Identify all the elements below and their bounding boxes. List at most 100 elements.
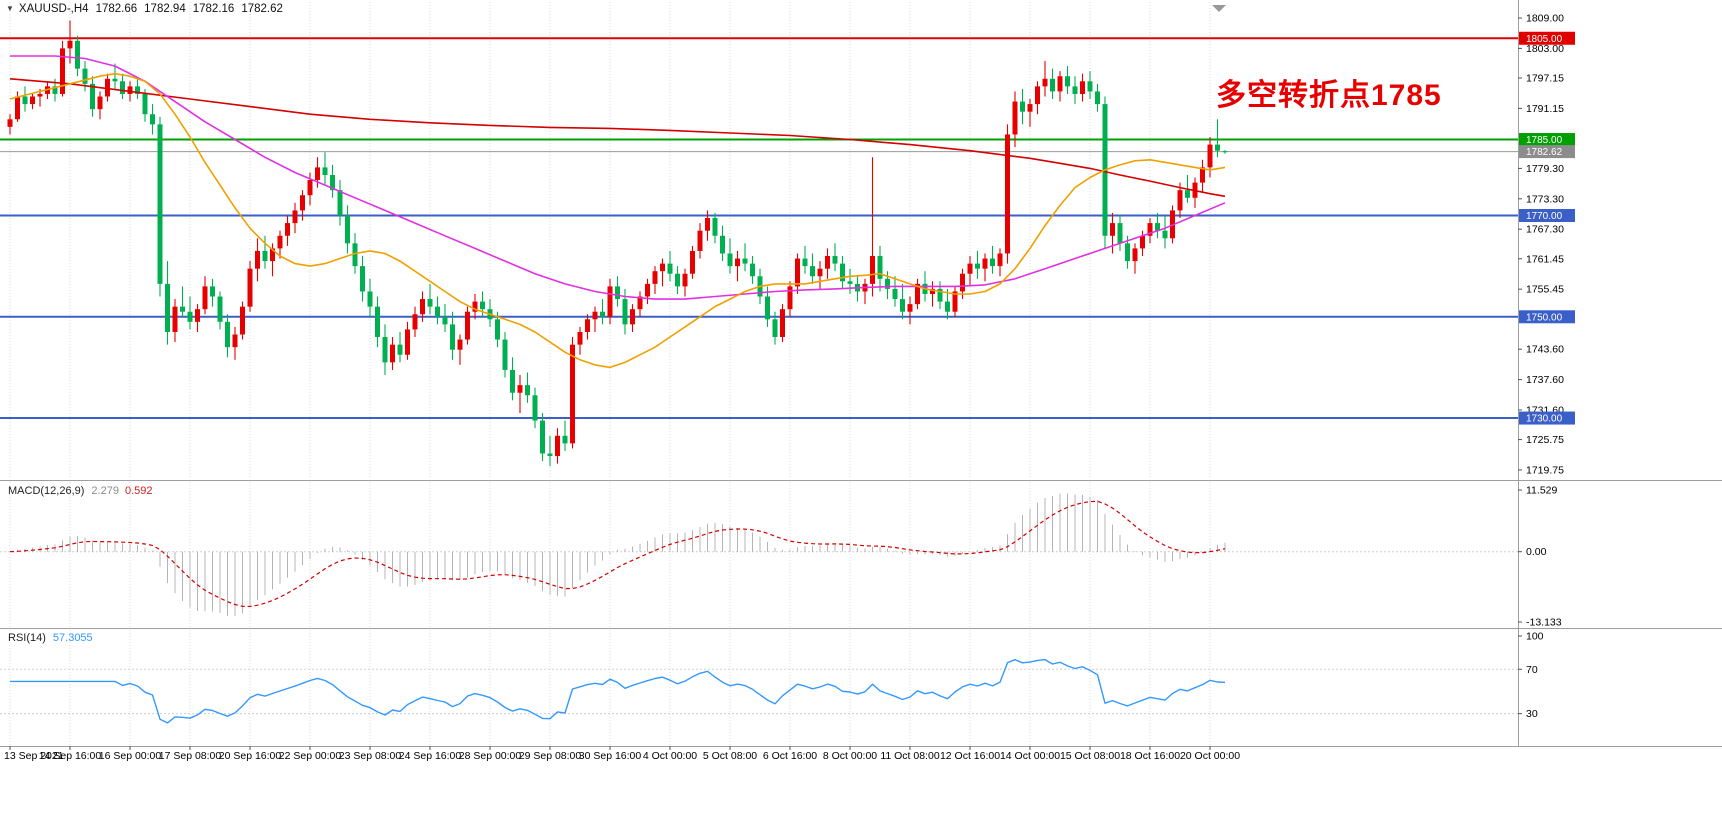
candle-body <box>1132 248 1138 262</box>
price-tick-label: 1725.75 <box>1526 434 1564 446</box>
price-line-tag <box>1519 208 1575 222</box>
candle-body <box>345 215 350 244</box>
candle-body <box>375 306 380 338</box>
candle-body <box>307 180 313 196</box>
candle-body <box>225 321 230 348</box>
price-tick-label: 1767.30 <box>1526 224 1564 236</box>
candle-body <box>832 256 838 264</box>
candle-body <box>127 86 133 94</box>
chart-shift-marker[interactable] <box>1212 5 1226 12</box>
time-axis-label: 14 Sep 16:00 <box>39 750 102 762</box>
candle-body <box>202 286 208 310</box>
candle-body <box>420 299 425 315</box>
price-tick-label: 1797.15 <box>1526 73 1564 85</box>
candle-body <box>555 435 560 457</box>
candle-body <box>1065 76 1070 87</box>
time-axis-label: 20 Sep 16:00 <box>219 750 282 762</box>
candle-body <box>180 306 185 312</box>
candle-body <box>930 288 935 294</box>
rsi-line <box>10 658 1226 724</box>
rsi-indicator-name: RSI(14) <box>8 632 46 644</box>
candle-body <box>547 453 553 457</box>
price-tick-label: 1755.45 <box>1526 284 1564 296</box>
candle-body <box>135 86 140 94</box>
candle-body <box>652 271 658 284</box>
time-axis-label: 30 Sep 16:00 <box>579 750 642 762</box>
candle-body <box>682 273 688 287</box>
candle-body <box>532 395 538 421</box>
price-line-tag <box>1519 145 1575 159</box>
candle-body <box>232 334 238 348</box>
candle-body <box>1162 230 1168 239</box>
symbol-dropdown-icon[interactable]: ▼ <box>6 4 14 13</box>
price-line-tag-label: 1805.00 <box>1526 34 1563 45</box>
price-line-tag-label: 1782.62 <box>1526 147 1563 158</box>
candle-body <box>825 256 830 269</box>
candle-body <box>817 268 823 277</box>
chart-ohlc-header: ▼ XAUUSD-,H4 1782.66 1782.94 1782.16 1782.62 <box>6 3 283 15</box>
candle-body <box>1072 86 1078 94</box>
candle-body <box>172 306 178 332</box>
candle-body <box>960 273 965 292</box>
candle-body <box>97 96 103 110</box>
macd-axis-label: 0.00 <box>1526 546 1547 558</box>
candle-body <box>810 266 815 277</box>
candle-body <box>187 311 193 322</box>
price-line-tag <box>1519 31 1575 45</box>
high-value: 1782.94 <box>144 3 186 15</box>
candle-body <box>622 299 628 325</box>
candle-body <box>195 309 200 322</box>
rsi-axis-label: 100 <box>1526 631 1544 643</box>
candle-body <box>427 299 433 307</box>
candle-body <box>495 319 500 340</box>
candle-body <box>1035 86 1040 105</box>
macd-axis-label: 11.529 <box>1526 484 1557 496</box>
candle-body <box>772 319 778 338</box>
candle-body <box>457 339 463 350</box>
candle-body <box>502 339 508 370</box>
candle-body <box>645 283 650 297</box>
candle-body <box>37 93 43 97</box>
candle-body <box>1117 223 1123 244</box>
candle-body <box>705 218 710 231</box>
candle-body <box>75 40 80 69</box>
price-tick-label: 1803.00 <box>1526 43 1564 55</box>
candle-body <box>322 167 328 175</box>
time-axis-label: 17 Sep 08:00 <box>159 750 222 762</box>
candle-body <box>82 68 88 84</box>
candle-body <box>630 309 635 325</box>
candle-body <box>7 119 13 127</box>
candle-body <box>562 435 568 444</box>
candle-body <box>577 331 583 345</box>
rsi-value: 57.3055 <box>52 632 93 644</box>
candle-body <box>1095 91 1100 105</box>
time-axis-label: 8 Oct 00:00 <box>823 750 877 762</box>
chart-annotation: 多空转折点1785 <box>1216 79 1442 112</box>
price-line-tag <box>1519 310 1575 324</box>
candle-body <box>667 263 673 274</box>
candle-body <box>1147 223 1153 236</box>
candle-body <box>892 288 898 300</box>
candle-body <box>465 311 470 340</box>
candle-body <box>952 291 958 312</box>
rsi-axis-label: 70 <box>1526 664 1538 676</box>
candle-body <box>1027 104 1033 112</box>
candle-body <box>397 344 403 355</box>
candle-body <box>1140 235 1145 249</box>
candle-body <box>472 301 478 312</box>
candle-body <box>262 250 268 262</box>
candle-body <box>1050 78 1055 92</box>
candle-body <box>1222 151 1228 153</box>
candle-body <box>765 296 770 320</box>
candle-body <box>570 344 575 444</box>
candle-body <box>367 291 373 307</box>
time-axis-label: 15 Oct 08:00 <box>1060 750 1120 762</box>
candle-body <box>600 311 605 317</box>
candle-body <box>802 258 808 267</box>
candle-body <box>15 96 20 120</box>
time-axis-label: 22 Sep 00:00 <box>279 750 342 762</box>
candle-body <box>412 314 418 330</box>
candle-body <box>637 296 643 310</box>
time-axis-label: 20 Oct 00:00 <box>1180 750 1240 762</box>
